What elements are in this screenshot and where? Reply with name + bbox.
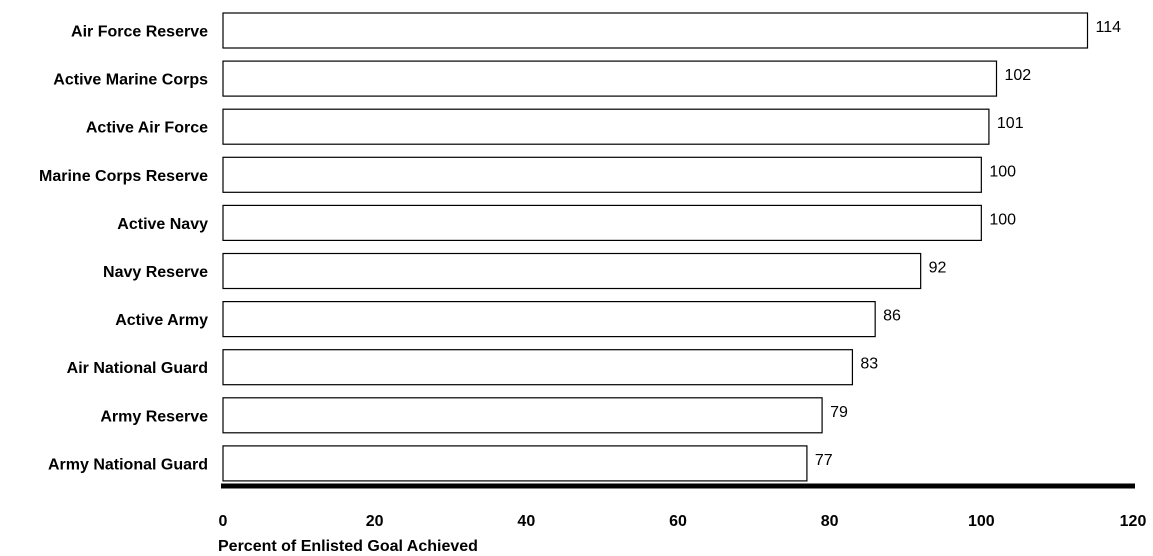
data-label: 101 (997, 115, 1024, 132)
bar (222, 156, 982, 193)
bar (222, 60, 998, 97)
category-labels: Air Force Reserve Active Marine Corps Acti… (39, 24, 208, 474)
x-tick-label: 100 (968, 513, 995, 530)
x-axis-title: Percent of Enlisted Goal Achieved (218, 538, 478, 555)
category-label: Active Army (115, 312, 208, 329)
bar (222, 349, 854, 386)
data-label: 100 (989, 163, 1016, 180)
x-tick-label: 40 (517, 513, 535, 530)
data-label: 102 (1005, 67, 1032, 84)
bar (222, 397, 823, 434)
data-label: 86 (883, 308, 901, 325)
bar (222, 12, 1089, 49)
category-label: Army Reserve (100, 408, 208, 425)
x-tick-label: 0 (219, 513, 228, 530)
value-labels: 114 102 101 100 100 92 86 83 79 77 (815, 19, 1121, 469)
x-tick-labels: 0 20 40 60 80 100 120 (219, 513, 1147, 530)
data-label: 77 (815, 452, 833, 469)
category-label: Air Force Reserve (71, 24, 208, 41)
x-tick-label: 60 (669, 513, 687, 530)
x-tick-label: 120 (1120, 513, 1147, 530)
x-tick-label: 80 (821, 513, 839, 530)
data-label: 92 (929, 260, 947, 277)
category-label: Active Air Force (86, 120, 208, 137)
category-label: Active Marine Corps (53, 72, 208, 89)
data-label: 79 (830, 404, 848, 421)
category-label: Army National Guard (48, 456, 208, 473)
x-tick-label: 20 (366, 513, 384, 530)
data-label: 83 (860, 356, 878, 373)
category-label: Marine Corps Reserve (39, 168, 208, 185)
category-label: Navy Reserve (103, 264, 208, 281)
bar (222, 252, 922, 290)
bar (222, 108, 990, 145)
category-label: Active Navy (117, 216, 208, 233)
category-label: Air National Guard (67, 360, 208, 377)
bar (222, 301, 876, 338)
data-label: 100 (989, 211, 1016, 228)
bar (222, 445, 808, 482)
bar (222, 204, 982, 241)
bars-group (222, 12, 1089, 482)
data-label: 114 (1096, 19, 1122, 36)
